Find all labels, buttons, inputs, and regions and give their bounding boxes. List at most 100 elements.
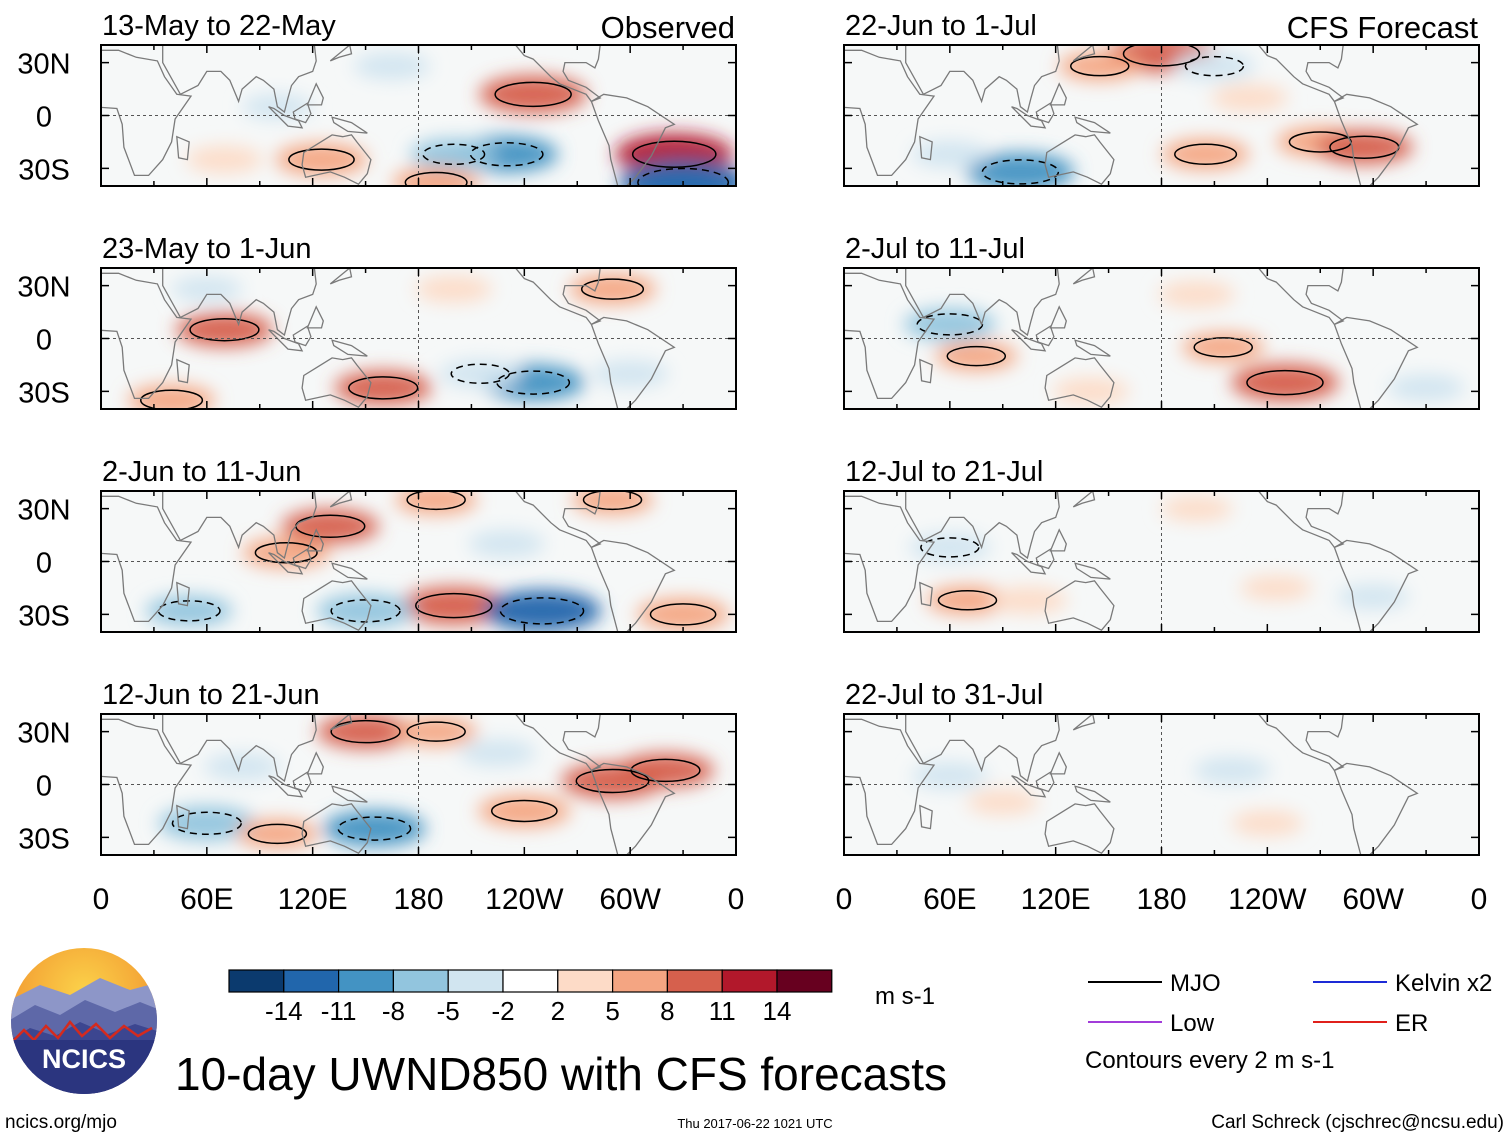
lat-label: 30S xyxy=(18,154,70,186)
lon-label: 60E xyxy=(923,883,976,916)
contour-line xyxy=(1193,337,1253,358)
lat-label: 30N xyxy=(17,49,70,81)
wind-anomaly-blob xyxy=(1315,130,1414,165)
coastline xyxy=(1074,785,1111,803)
lon-label: 60W xyxy=(599,883,661,916)
colorbar-swatch xyxy=(557,969,614,993)
coastline xyxy=(1074,339,1111,357)
colorbar-tick-label: -2 xyxy=(491,996,514,1026)
wind-anomaly-blob xyxy=(323,810,426,847)
coastline xyxy=(919,581,933,607)
map-panel: 2-Jul to 11-Jul xyxy=(843,233,1480,410)
colorbar-swatch xyxy=(447,969,504,993)
wind-anomaly-blob xyxy=(316,714,415,749)
contour-line xyxy=(981,159,1060,185)
wind-anomaly-blob xyxy=(399,586,508,625)
contour-line xyxy=(140,389,204,409)
longitude-axis-labels: 0 60E 120E 180 120W 60W 0 0 60E 120E 180 120W 60W 0 xyxy=(93,883,1488,916)
coastline xyxy=(306,305,324,329)
panel-title: 12-Jun to 21-Jun xyxy=(102,679,320,711)
coastline xyxy=(1044,803,1115,855)
contour-line xyxy=(157,600,221,622)
units-label: m s-1 xyxy=(875,983,935,1010)
coastline xyxy=(919,804,933,830)
colorbar-tick-label: -5 xyxy=(437,996,460,1026)
wind-anomaly-blob xyxy=(171,276,243,302)
coastline xyxy=(1044,580,1115,632)
wind-anomaly-blob xyxy=(316,593,415,629)
coastline xyxy=(331,785,368,803)
contour-line xyxy=(582,491,643,511)
lon-label: 60E xyxy=(180,883,233,916)
contour-line xyxy=(469,142,544,167)
coastline xyxy=(329,491,353,508)
colorbar-swatch xyxy=(666,969,723,993)
colorbar-tick-label: -11 xyxy=(321,996,357,1026)
observed-header: Observed xyxy=(601,10,735,45)
coastline xyxy=(176,135,190,161)
lon-label: 0 xyxy=(836,883,853,916)
contour-line xyxy=(1070,55,1130,77)
panel-title: 22-Jun to 1-Jul xyxy=(845,10,1037,42)
coastline xyxy=(162,491,317,560)
coastline xyxy=(844,272,936,400)
legend-label: MJO xyxy=(1170,970,1221,997)
lat-label: 30N xyxy=(17,272,70,304)
contour-line xyxy=(490,799,558,823)
coastline xyxy=(514,491,602,549)
coastline xyxy=(292,548,312,570)
forecast-header: CFS Forecast xyxy=(1287,10,1479,45)
wind-anomaly-blob xyxy=(911,762,989,790)
coastline xyxy=(1049,528,1067,552)
map-panel: 12-Jun to 21-Jun 30N 0 30S xyxy=(17,679,737,856)
coastline xyxy=(292,771,312,793)
colorbar-tick-label: -8 xyxy=(382,996,405,1026)
coastline xyxy=(905,45,1060,114)
lon-label: 60W xyxy=(1342,883,1404,916)
wind-anomaly-blob xyxy=(1160,495,1233,522)
coastline xyxy=(1333,539,1419,632)
wind-anomaly-blob xyxy=(281,509,380,544)
colorbar-tick-label: 11 xyxy=(709,996,736,1026)
coastline xyxy=(292,325,312,347)
logo-red-line xyxy=(11,1020,153,1043)
wind-anomaly-blob xyxy=(415,275,493,303)
wind-anomaly-blob xyxy=(1230,363,1339,402)
lon-label: 120W xyxy=(1228,883,1307,916)
wind-anomaly-blob xyxy=(186,145,263,174)
wind-anomaly-blob xyxy=(1211,84,1289,112)
lat-label: 30S xyxy=(18,600,70,632)
lon-label: 0 xyxy=(1471,883,1488,916)
coastline xyxy=(514,714,602,772)
coastline xyxy=(919,358,933,384)
coastline xyxy=(101,272,193,400)
contour-line xyxy=(631,140,717,169)
coastline xyxy=(329,714,353,731)
map-panels: 13-May to 22-May 30N 0 30S 22-Jun to 1-Jul 23… xyxy=(17,10,1480,856)
contour-line xyxy=(450,363,510,384)
contour-line xyxy=(637,167,730,186)
coastline xyxy=(1035,548,1055,570)
coastline xyxy=(301,134,372,186)
coastline xyxy=(1049,305,1067,329)
contour-line xyxy=(496,370,571,395)
wind-anomaly-blob xyxy=(468,530,546,558)
coastline xyxy=(1074,116,1111,134)
contour-line xyxy=(422,143,486,166)
panel-title: 23-May to 1-Jun xyxy=(102,233,312,265)
coastline xyxy=(1333,93,1419,186)
wind-anomaly-blob xyxy=(1158,280,1236,309)
coastline xyxy=(331,339,368,357)
coastline xyxy=(919,135,933,161)
coastline xyxy=(1049,751,1067,775)
wind-anomaly-blob xyxy=(392,167,480,186)
contour-line xyxy=(1184,55,1245,77)
coastline xyxy=(1257,268,1345,326)
coastline xyxy=(1072,714,1096,731)
panel-title: 2-Jul to 11-Jul xyxy=(845,233,1025,265)
coastline xyxy=(162,714,317,783)
colorbar-swatch xyxy=(283,969,340,993)
lon-label: 180 xyxy=(393,883,443,916)
figure-title: 10-day UWND850 with CFS forecasts xyxy=(175,1048,947,1100)
footer-site: ncics.org/mjo xyxy=(5,1112,117,1133)
